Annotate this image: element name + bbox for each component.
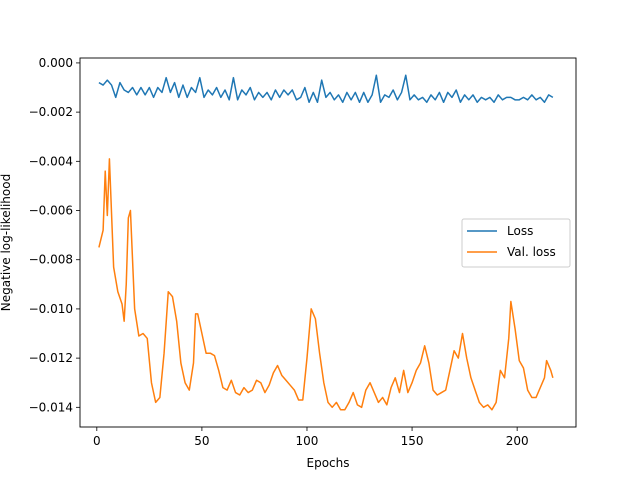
x-tick-label: 150 [401,434,424,448]
y-tick-label: −0.014 [29,400,73,414]
y-axis-title: Negative log-likelihood [0,174,13,311]
plot-area-frame [79,57,577,428]
x-tick-label: 0 [93,434,101,448]
legend: Loss Val. loss [461,218,571,268]
y-tick-label: −0.012 [29,351,73,365]
y-tick-label: −0.008 [29,253,73,267]
series-layer [98,74,554,411]
x-axis: 0 50 100 150 200 [93,427,529,448]
y-axis: −0.014 −0.012 −0.010 −0.008 −0.006 −0.004 −0.0… [29,56,80,414]
y-tick-label: 0.000 [39,56,73,70]
y-tick-label: −0.006 [29,204,73,218]
series-line-val-loss [98,158,554,411]
series-line-loss [98,74,554,104]
x-tick-label: 100 [296,434,319,448]
x-tick-label: 50 [194,434,209,448]
y-tick-label: −0.010 [29,302,73,316]
x-tick-label: 200 [506,434,529,448]
legend-label-loss: Loss [507,224,533,238]
legend-label-val-loss: Val. loss [507,245,556,259]
y-tick-label: −0.004 [29,154,73,168]
x-axis-title: Epochs [307,456,350,470]
y-tick-label: −0.002 [29,105,73,119]
